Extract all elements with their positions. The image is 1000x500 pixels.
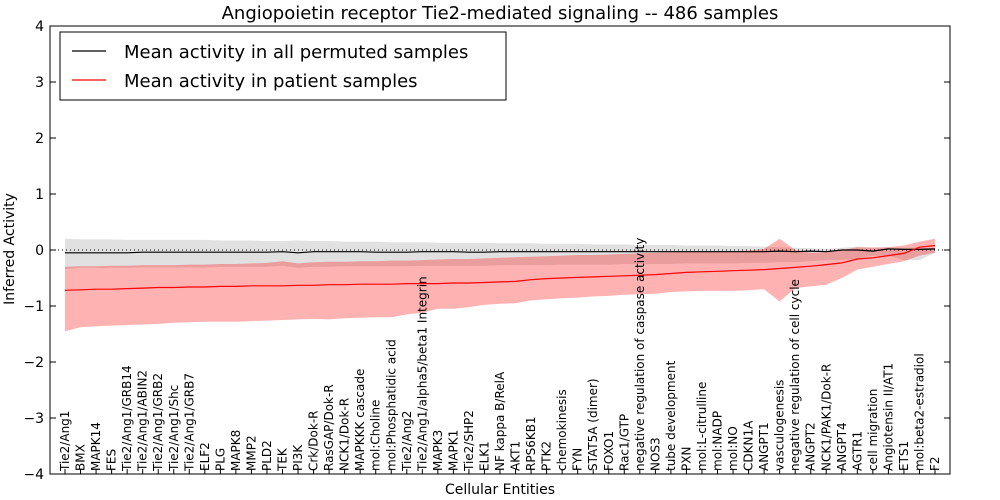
category-label: Crk/Dok-R <box>307 410 321 471</box>
category-label: Angiotensin II/AT1 <box>881 363 895 471</box>
category-label: mol:L-citrulline <box>695 382 709 471</box>
permuted-band <box>65 238 935 269</box>
x-axis-label: Cellular Entities <box>445 482 555 498</box>
category-label: Tie2/Ang1/ABIN2 <box>136 370 150 472</box>
category-label: MAPK1 <box>446 430 460 471</box>
category-label: STAT5A (dimer) <box>586 378 600 471</box>
category-label: FYN <box>571 448 585 471</box>
category-label: CDKN1A <box>742 420 756 471</box>
y-tick-label: −1 <box>23 299 44 315</box>
category-label: negative regulation of caspase activity <box>633 238 647 471</box>
category-label: Tie2/Ang1/alpha5/beta1 Integrin <box>415 276 429 472</box>
category-label: MMP2 <box>244 435 258 471</box>
legend-label-permuted: Mean activity in all permuted samples <box>124 42 468 63</box>
patient-band <box>65 238 935 332</box>
category-label: Tie2/Ang1/GRB7 <box>182 373 196 472</box>
category-label: BMX <box>74 444 88 471</box>
category-labels: Tie2/Ang1 BMX MAPK14 FES Tie2/Ang1/GRB14 Tie2… <box>58 238 942 472</box>
category-label: mol:NO <box>726 426 740 471</box>
category-label: NCK1/Dok-R <box>338 398 352 471</box>
category-label: Tie2/Ang1/GRB2 <box>151 373 165 472</box>
category-label: NOS3 <box>648 437 662 471</box>
category-label: mol:Choline <box>369 400 383 471</box>
category-label: NCK1/PAK1/Dok-R <box>819 364 833 471</box>
category-label: FOXO1 <box>602 431 616 471</box>
category-label: Tie2/SHP2 <box>462 410 476 472</box>
category-label: chemokinesis <box>555 389 569 471</box>
category-label: Rac1/GTP <box>617 414 631 471</box>
y-tick-label: 0 <box>35 243 44 259</box>
category-label: MAPK14 <box>89 422 103 471</box>
legend: Mean activity in all permuted samples Me… <box>59 31 507 101</box>
category-label: negative regulation of cell cycle <box>788 279 802 471</box>
category-label: mol:beta2-estradiol <box>913 353 927 471</box>
category-label: mol:Phosphatidic acid <box>384 339 398 471</box>
y-tick-label: −2 <box>23 355 44 371</box>
category-label: Tie2/Ang1/Shc <box>167 385 181 472</box>
category-label: ANGPT2 <box>804 422 818 471</box>
category-label: F2 <box>928 456 942 471</box>
y-tick-label: 1 <box>35 187 44 203</box>
category-label: ELK1 <box>478 441 492 471</box>
category-label: NF kappa B/RelA <box>493 371 507 471</box>
category-label: ELF2 <box>198 442 212 471</box>
y-tick-label: −4 <box>23 467 44 483</box>
category-label: PLD2 <box>260 440 274 471</box>
category-label: PLG <box>213 448 227 471</box>
category-label: ETS1 <box>897 441 911 471</box>
plot-area <box>50 238 950 332</box>
patient-mean-line <box>64 244 936 291</box>
y-axis-label: Inferred Activity <box>2 193 18 305</box>
category-label: vasculogenesis <box>773 380 787 471</box>
category-label: AKT1 <box>509 441 523 471</box>
category-label: MAPK8 <box>229 430 243 471</box>
category-label: FES <box>105 449 119 471</box>
chart-title: Angiopoietin receptor Tie2-mediated sign… <box>222 3 779 24</box>
category-label: MAPKKK cascade <box>353 369 367 471</box>
y-tick-label: −3 <box>23 411 44 427</box>
y-tick-label: 4 <box>35 19 44 35</box>
category-label: PXN <box>679 447 693 471</box>
category-label: cell migration <box>866 389 880 471</box>
legend-label-patient: Mean activity in patient samples <box>124 71 418 92</box>
category-label: TEK <box>276 447 290 472</box>
category-label: AGTR1 <box>850 431 864 471</box>
category-label: RPS6KB1 <box>524 416 538 471</box>
axis-ticks: −4 −3 −2 −1 0 1 2 3 4 <box>23 19 950 483</box>
category-label: MAPK3 <box>431 430 445 471</box>
category-label: PTK2 <box>540 441 554 471</box>
permuted-mean-line <box>65 248 936 254</box>
category-label: Tie2/Ang2 <box>400 411 414 472</box>
category-label: tube development <box>664 360 678 471</box>
category-label: mol:NADP <box>711 411 725 471</box>
category-label: PI3K <box>291 444 305 471</box>
y-tick-label: 2 <box>35 131 44 147</box>
category-label: Tie2/Ang1 <box>58 411 72 472</box>
category-label: Tie2/Ang1/GRB14 <box>120 365 134 472</box>
category-label: ANGPT4 <box>835 422 849 471</box>
y-tick-label: 3 <box>35 75 44 91</box>
category-label: RasGAP/Dok-R <box>322 384 336 471</box>
legend-box <box>59 31 507 101</box>
category-label: ANGPT1 <box>757 422 771 471</box>
